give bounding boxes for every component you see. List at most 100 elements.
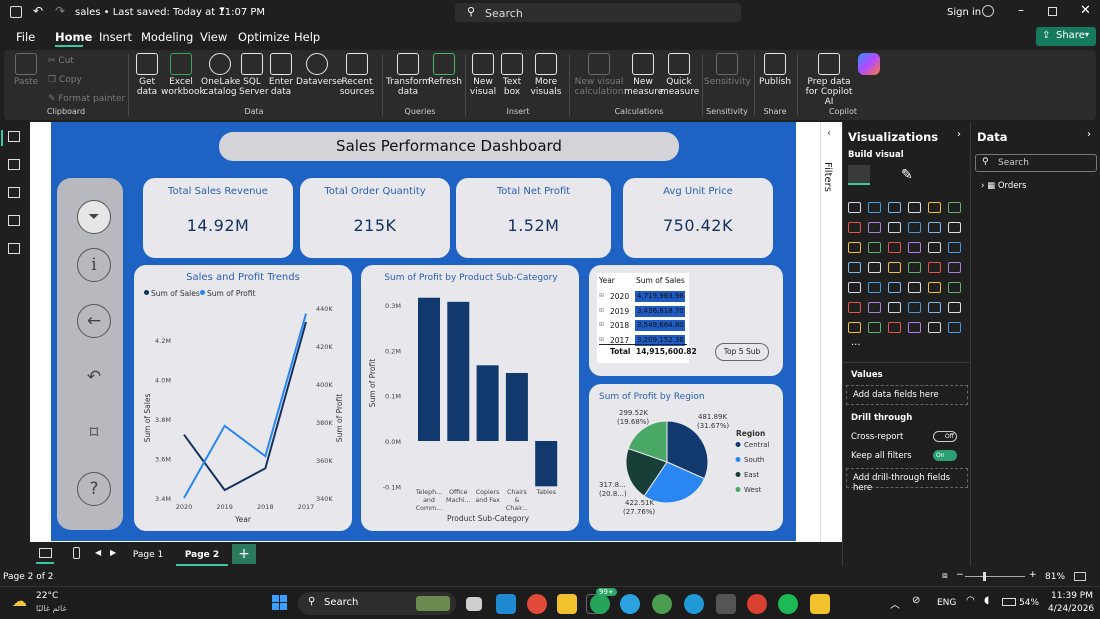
visual-type-icon[interactable] [928,202,941,213]
prep-data-copilot-button[interactable]: Prep data for Copilot AI [800,53,858,107]
visual-type-icon[interactable] [908,222,921,233]
location-off-icon[interactable]: ⊘ [912,595,921,606]
sign-in-link[interactable]: Sign in [947,7,982,18]
visual-type-icon[interactable] [948,262,961,273]
visual-type-icon[interactable] [848,202,861,213]
filter-icon[interactable]: ⏷ [77,200,111,234]
pie-slice-east[interactable] [625,447,668,497]
format-painter-button[interactable]: ✎ Format painter [48,94,125,104]
series-line-profit[interactable] [183,313,307,499]
pie-chart-card[interactable]: Sum of Profit by Region Region Central So… [589,384,783,531]
fit-to-width-icon[interactable] [1074,572,1086,581]
table-row[interactable]: ⊞ 2018 3,549,664.80 [597,320,689,332]
sensitivity-button[interactable]: Sensitivity [704,53,751,87]
visual-type-icon[interactable] [908,242,921,253]
report-view-icon[interactable] [8,131,20,142]
visual-type-icon[interactable] [868,222,881,233]
task-view-icon[interactable] [466,597,482,611]
visual-type-icon[interactable] [888,202,901,213]
drill-through-drop-zone[interactable]: Add drill-through fields here [846,468,968,493]
table-row[interactable]: ⊞ 2017 3,209,152.36 [597,334,689,347]
table-orders-item[interactable]: › ▦ Orders [981,181,1026,191]
table-row[interactable]: ⊞ 2020 4,719,963.96 [597,291,689,303]
chevron-right-icon[interactable]: › [1087,129,1091,140]
menu-help[interactable]: Help [294,30,321,44]
table-header-year[interactable]: Year [599,276,615,285]
visual-type-icon[interactable] [908,322,921,333]
copilot-button[interactable] [852,53,886,77]
kpi-card-avg-unit-price[interactable]: Avg Unit Price 750.42K [623,178,773,258]
search-box[interactable]: ⚲ Search [455,3,741,22]
zoom-slider[interactable] [965,572,1025,581]
visual-type-icon[interactable] [928,262,941,273]
minimize-icon[interactable]: – [1018,3,1024,17]
dataverse-button[interactable]: Dataverse [296,53,342,87]
pie-slice-west[interactable] [627,420,668,463]
visual-type-icon[interactable] [868,282,881,293]
visual-type-icon[interactable] [948,202,961,213]
zoom-in-icon[interactable]: + [1029,570,1037,580]
power-bi-icon[interactable] [810,594,830,614]
spotify-icon[interactable] [778,594,798,614]
visual-type-icon[interactable] [928,302,941,313]
visual-type-icon[interactable] [908,202,921,213]
visual-type-icon[interactable] [908,262,921,273]
kpi-card-net-profit[interactable]: Total Net Profit 1.52M [456,178,611,258]
filters-pane[interactable]: ‹ Filters [820,122,842,542]
visual-type-icon[interactable] [868,302,881,313]
menu-modeling[interactable]: Modeling [141,30,194,44]
prev-page-icon[interactable]: ◀ [95,548,102,557]
chevron-up-icon[interactable]: ︿ [890,600,900,611]
vscode-icon[interactable] [496,594,516,614]
new-measure-button[interactable]: New measure [624,53,663,97]
file-explorer-icon[interactable] [557,594,577,614]
excel-workbook-button[interactable]: Excel workbook [161,53,205,97]
chevron-down-icon[interactable]: ▾ [220,5,225,15]
close-icon[interactable]: ✕ [1080,3,1091,18]
table-view-icon[interactable] [8,159,20,170]
menu-home[interactable]: Home [55,30,93,44]
visual-type-icon[interactable] [888,222,901,233]
visual-type-icon[interactable] [868,242,881,253]
visual-type-icon[interactable] [928,282,941,293]
cut-button[interactable]: ✂ Cut [48,56,74,66]
visual-type-icon[interactable] [888,302,901,313]
menu-optimize[interactable]: Optimize [238,30,290,44]
clock-time[interactable]: 11:39 PM [1051,591,1093,601]
visual-type-icon[interactable] [848,222,861,233]
pie-slice-central[interactable] [666,420,709,480]
visual-type-icon[interactable] [888,242,901,253]
share-button[interactable]: ⇪ Share ▾ [1036,27,1096,46]
refresh-button[interactable]: Refresh [428,53,462,87]
weather-icon[interactable]: ☁ [12,592,27,610]
visual-type-icon[interactable] [848,302,861,313]
telegram-icon[interactable] [620,594,640,614]
info-icon[interactable]: i [77,248,111,282]
new-visual-button[interactable]: New visual [469,53,497,97]
paste-button[interactable]: Paste [12,53,40,87]
visual-type-icon[interactable] [948,302,961,313]
visual-type-icon[interactable] [948,242,961,253]
maximize-icon[interactable] [1048,7,1057,16]
expand-icon[interactable]: ⊞ [599,321,605,328]
visual-type-icon[interactable] [948,322,961,333]
kpi-card-order-quantity[interactable]: Total Order Quantity 215K [300,178,450,258]
expand-icon[interactable]: ⊞ [599,335,605,343]
bar[interactable] [447,301,470,441]
visual-type-icon[interactable] [928,242,941,253]
dax-query-icon[interactable] [8,215,20,226]
taskbar-search[interactable]: ⚲ Search [298,592,456,615]
enter-data-button[interactable]: Enter data [268,53,294,97]
volume-icon[interactable]: ◖ [984,595,990,606]
table-row[interactable]: ⊞ 2019 3,436,818.70 [597,305,689,318]
bar[interactable] [535,441,558,487]
bar[interactable] [505,373,528,441]
help-icon[interactable]: ? [77,472,111,506]
media-app-icon[interactable] [716,594,736,614]
chrome-icon[interactable] [527,594,547,614]
visual-type-icon[interactable] [868,322,881,333]
data-search-input[interactable]: ⚲ Search [975,154,1097,172]
visual-type-icon[interactable] [948,222,961,233]
kpi-card-total-sales[interactable]: Total Sales Revenue 14.92M [143,178,293,258]
more-visuals-button[interactable]: More visuals [528,53,564,97]
